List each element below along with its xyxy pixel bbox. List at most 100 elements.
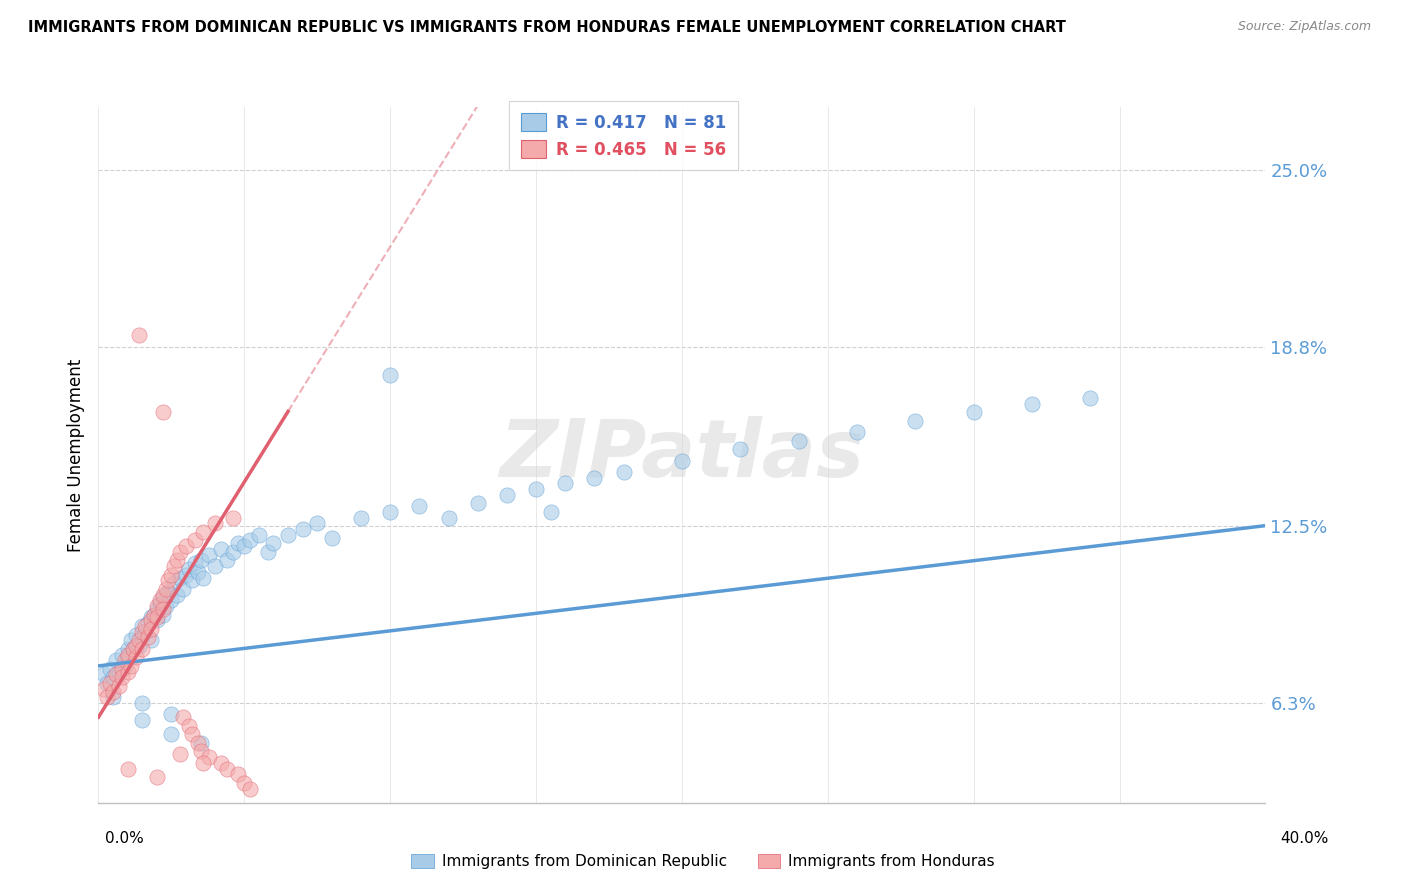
Point [169,545,191,559]
Point [146,599,169,613]
Point [187,565,209,579]
Point [321,531,343,545]
Point [166,553,188,567]
Point [1080,391,1102,405]
Point [157,584,180,599]
Point [98,676,121,690]
Point [228,767,250,781]
Point [149,593,172,607]
Point [583,471,606,485]
Point [104,667,127,681]
Point [163,559,186,574]
Point [117,641,139,656]
Point [239,781,262,796]
Point [174,539,197,553]
Point [307,516,329,531]
Point [131,624,153,639]
Point [177,562,200,576]
Point [152,607,174,622]
Point [146,770,169,784]
Point [215,553,238,567]
Point [198,750,221,764]
Point [142,607,165,622]
Point [139,613,162,627]
Text: Source: ZipAtlas.com: Source: ZipAtlas.com [1237,20,1371,33]
Point [496,488,519,502]
Point [128,639,150,653]
Point [380,368,402,382]
Text: 0.0%: 0.0% [105,831,145,846]
Point [111,670,134,684]
Point [180,727,202,741]
Point [142,607,165,622]
Point [120,659,142,673]
Point [183,556,205,570]
Point [730,442,752,457]
Point [128,328,150,343]
Point [204,516,226,531]
Point [554,476,576,491]
Point [117,648,139,662]
Point [139,622,162,636]
Point [149,596,172,610]
Point [247,528,270,542]
Point [131,641,153,656]
Point [163,576,186,591]
Point [193,570,215,584]
Point [111,648,134,662]
Text: ZIPatlas: ZIPatlas [499,416,865,494]
Point [183,533,205,548]
Point [120,633,142,648]
Point [239,533,262,548]
Point [180,574,202,588]
Point [256,545,278,559]
Point [221,510,243,524]
Point [117,650,139,665]
Point [111,662,134,676]
Point [193,756,215,770]
Point [169,570,191,584]
Point [136,616,159,631]
Point [155,582,177,596]
Point [846,425,869,439]
Legend: R = 0.417   N = 81, R = 0.465   N = 56: R = 0.417 N = 81, R = 0.465 N = 56 [509,102,738,170]
Point [540,505,562,519]
Point [117,665,139,679]
Point [139,633,162,648]
Point [108,665,131,679]
Point [136,631,159,645]
Point [1021,396,1043,410]
Point [174,567,197,582]
Point [172,582,194,596]
Point [187,736,209,750]
Point [169,747,191,762]
Point [114,659,136,673]
Point [190,553,212,567]
Point [125,639,148,653]
Point [93,681,115,696]
Point [152,591,174,605]
Point [101,684,124,698]
Point [146,613,169,627]
Point [96,690,118,705]
Point [93,667,115,681]
Point [671,453,693,467]
Point [233,539,256,553]
Point [131,696,153,710]
Point [131,631,153,645]
Point [233,776,256,790]
Point [177,719,200,733]
Point [96,676,118,690]
Point [131,713,153,727]
Point [204,559,226,574]
Point [152,588,174,602]
Point [228,536,250,550]
Point [157,574,180,588]
Point [160,727,183,741]
Point [108,679,131,693]
Point [524,482,547,496]
Point [612,465,634,479]
Point [160,707,183,722]
Point [117,762,139,776]
Text: IMMIGRANTS FROM DOMINICAN REPUBLIC VS IMMIGRANTS FROM HONDURAS FEMALE UNEMPLOYME: IMMIGRANTS FROM DOMINICAN REPUBLIC VS IM… [28,20,1066,35]
